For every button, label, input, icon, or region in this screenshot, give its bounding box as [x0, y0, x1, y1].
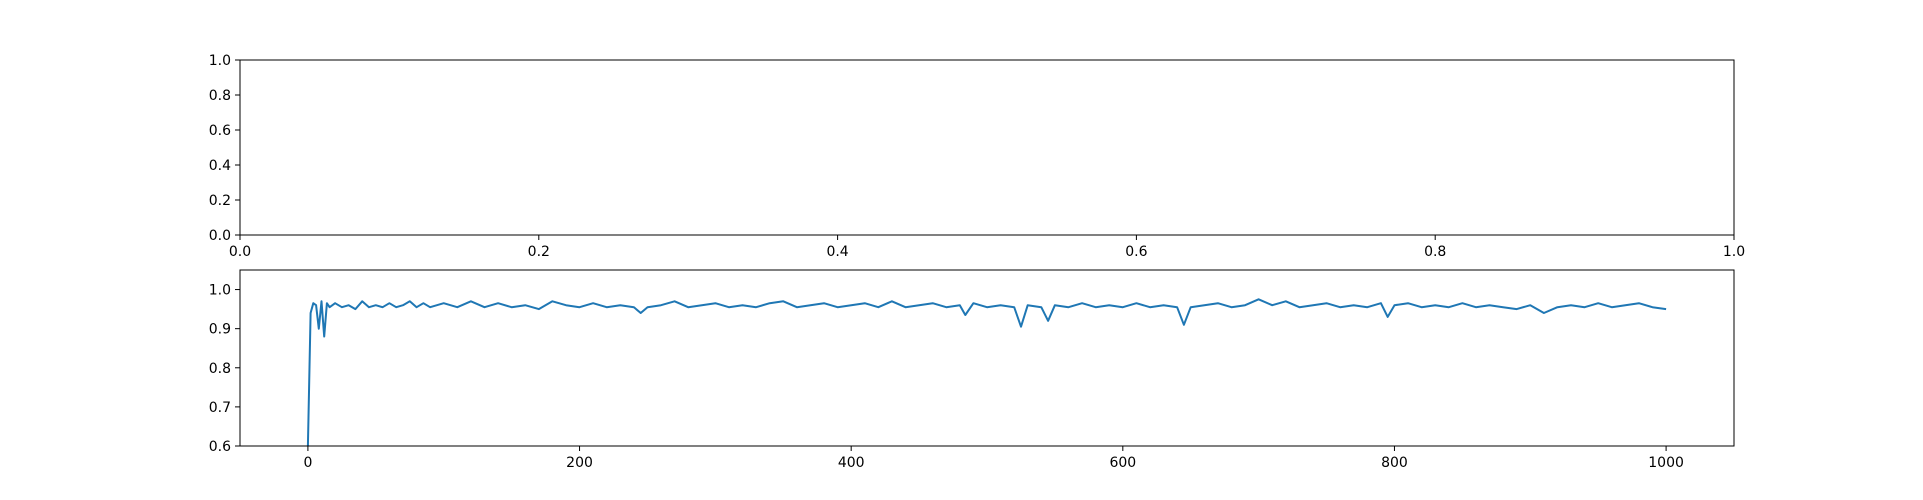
bottom-x-tick-label: 0 [303, 455, 312, 471]
top-y-tick-label: 0.6 [209, 123, 231, 139]
top-x-tick-label: 0.0 [229, 244, 251, 260]
top-y-tick-label: 0.2 [209, 193, 231, 209]
bottom-y-tick-label: 0.9 [209, 322, 231, 338]
top-y-tick-label: 0.8 [209, 88, 231, 104]
bottom-x-tick-label: 400 [838, 455, 865, 471]
top-x-tick-label: 0.4 [826, 244, 848, 260]
top-x-tick-label: 0.2 [528, 244, 550, 260]
top-x-tick-label: 0.6 [1125, 244, 1147, 260]
bottom-y-tick-label: 1.0 [209, 283, 231, 299]
bottom-x-tick-label: 1000 [1648, 455, 1684, 471]
bottom-x-tick-label: 600 [1109, 455, 1136, 471]
bottom-axes: 0.6 0.7 0.8 0.9 1.0 0 200 400 600 800 1000 [209, 269, 1735, 471]
bottom-y-tick-label: 0.6 [209, 439, 231, 455]
bottom-y-tick-label: 0.7 [209, 400, 231, 416]
bottom-y-ticks: 0.6 0.7 0.8 0.9 1.0 [209, 283, 240, 455]
top-axes: 0.0 0.2 0.4 0.6 0.8 1.0 0.0 0.2 0.4 0.6 0.8 1.0 [209, 53, 1745, 260]
bottom-x-tick-label: 200 [566, 455, 593, 471]
top-x-tick-label: 0.8 [1424, 244, 1446, 260]
bottom-plot-frame [239, 269, 1735, 447]
top-plot-frame [239, 59, 1735, 236]
top-y-tick-label: 1.0 [209, 53, 231, 69]
top-x-tick-label: 1.0 [1723, 244, 1745, 260]
top-x-ticks: 0.0 0.2 0.4 0.6 0.8 1.0 [229, 235, 1745, 260]
bottom-x-tick-label: 800 [1381, 455, 1408, 471]
bottom-y-tick-label: 0.8 [209, 361, 231, 377]
top-y-tick-label: 0.4 [209, 158, 231, 174]
top-y-tick-label: 0.0 [209, 228, 231, 244]
bottom-series-line [306, 298, 1667, 446]
top-y-ticks: 0.0 0.2 0.4 0.6 0.8 1.0 [209, 53, 240, 244]
bottom-x-ticks: 0 200 400 600 800 1000 [303, 446, 1684, 471]
